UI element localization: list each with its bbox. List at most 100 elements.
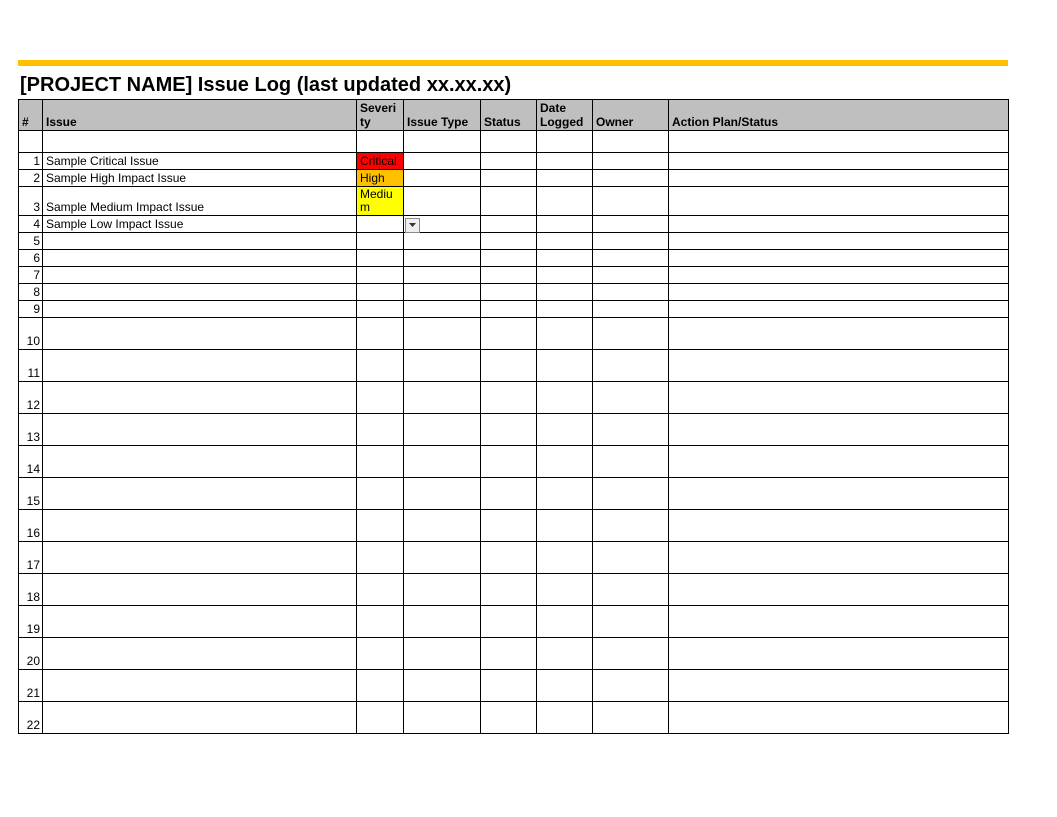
- cell-owner[interactable]: [593, 478, 669, 510]
- cell-date[interactable]: [537, 670, 593, 702]
- cell-action[interactable]: [669, 478, 1009, 510]
- cell-issue[interactable]: [43, 284, 357, 301]
- cell-status[interactable]: [481, 606, 537, 638]
- cell-owner[interactable]: [593, 301, 669, 318]
- cell-severity[interactable]: [357, 284, 404, 301]
- cell-date[interactable]: [537, 478, 593, 510]
- cell-date[interactable]: [537, 301, 593, 318]
- cell-status[interactable]: [481, 153, 537, 170]
- cell-issue[interactable]: [43, 250, 357, 267]
- cell-issue[interactable]: [43, 414, 357, 446]
- cell-issue[interactable]: [43, 638, 357, 670]
- cell-action[interactable]: [669, 170, 1009, 187]
- cell-owner[interactable]: [593, 446, 669, 478]
- cell-action[interactable]: [669, 301, 1009, 318]
- cell-num[interactable]: 18: [19, 574, 43, 606]
- cell-num[interactable]: 20: [19, 638, 43, 670]
- cell-severity[interactable]: [357, 382, 404, 414]
- cell-status[interactable]: [481, 478, 537, 510]
- cell-severity[interactable]: [357, 267, 404, 284]
- cell-action[interactable]: [669, 638, 1009, 670]
- cell-severity[interactable]: High: [357, 170, 404, 187]
- cell-severity[interactable]: [357, 301, 404, 318]
- cell-severity[interactable]: [357, 446, 404, 478]
- cell-severity[interactable]: [357, 702, 404, 734]
- cell-num[interactable]: 4: [19, 216, 43, 233]
- cell-severity[interactable]: [357, 574, 404, 606]
- cell-num[interactable]: 2: [19, 170, 43, 187]
- cell-status[interactable]: [481, 170, 537, 187]
- cell-issue[interactable]: [43, 267, 357, 284]
- cell-status[interactable]: [481, 187, 537, 216]
- cell-date[interactable]: [537, 318, 593, 350]
- cell-severity[interactable]: [357, 414, 404, 446]
- cell-severity[interactable]: [357, 318, 404, 350]
- cell-severity[interactable]: [357, 670, 404, 702]
- cell-severity[interactable]: [357, 542, 404, 574]
- cell-num[interactable]: 15: [19, 478, 43, 510]
- cell-issue[interactable]: [43, 131, 357, 153]
- cell-date[interactable]: [537, 187, 593, 216]
- cell-issue[interactable]: [43, 233, 357, 250]
- cell-num[interactable]: 7: [19, 267, 43, 284]
- cell-issue_type[interactable]: [404, 284, 481, 301]
- cell-action[interactable]: [669, 350, 1009, 382]
- cell-num[interactable]: 1: [19, 153, 43, 170]
- cell-status[interactable]: [481, 414, 537, 446]
- cell-owner[interactable]: [593, 153, 669, 170]
- cell-owner[interactable]: [593, 250, 669, 267]
- cell-status[interactable]: [481, 638, 537, 670]
- cell-date[interactable]: [537, 153, 593, 170]
- cell-issue[interactable]: [43, 318, 357, 350]
- cell-severity[interactable]: [357, 606, 404, 638]
- cell-action[interactable]: [669, 702, 1009, 734]
- cell-issue_type[interactable]: [404, 478, 481, 510]
- cell-status[interactable]: [481, 350, 537, 382]
- cell-issue_type[interactable]: [404, 574, 481, 606]
- cell-status[interactable]: [481, 216, 537, 233]
- cell-num[interactable]: 9: [19, 301, 43, 318]
- cell-num[interactable]: 17: [19, 542, 43, 574]
- severity-dropdown-button[interactable]: [405, 218, 420, 233]
- cell-date[interactable]: [537, 702, 593, 734]
- cell-issue_type[interactable]: [404, 670, 481, 702]
- cell-issue[interactable]: Sample Low Impact Issue: [43, 216, 357, 233]
- cell-action[interactable]: [669, 446, 1009, 478]
- cell-issue_type[interactable]: [404, 170, 481, 187]
- cell-owner[interactable]: [593, 216, 669, 233]
- cell-issue_type[interactable]: [404, 131, 481, 153]
- cell-owner[interactable]: [593, 670, 669, 702]
- cell-action[interactable]: [669, 606, 1009, 638]
- cell-date[interactable]: [537, 414, 593, 446]
- cell-severity[interactable]: Critical: [357, 153, 404, 170]
- cell-issue_type[interactable]: [404, 350, 481, 382]
- cell-severity[interactable]: [357, 233, 404, 250]
- cell-owner[interactable]: [593, 574, 669, 606]
- cell-owner[interactable]: [593, 542, 669, 574]
- cell-action[interactable]: [669, 216, 1009, 233]
- cell-date[interactable]: [537, 638, 593, 670]
- cell-num[interactable]: 11: [19, 350, 43, 382]
- cell-action[interactable]: [669, 318, 1009, 350]
- cell-num[interactable]: 21: [19, 670, 43, 702]
- cell-num[interactable]: 3: [19, 187, 43, 216]
- cell-issue[interactable]: [43, 510, 357, 542]
- cell-status[interactable]: [481, 267, 537, 284]
- cell-issue[interactable]: [43, 382, 357, 414]
- cell-issue[interactable]: [43, 606, 357, 638]
- cell-status[interactable]: [481, 233, 537, 250]
- cell-action[interactable]: [669, 574, 1009, 606]
- cell-issue[interactable]: [43, 446, 357, 478]
- cell-severity[interactable]: [357, 131, 404, 153]
- cell-num[interactable]: 16: [19, 510, 43, 542]
- cell-status[interactable]: [481, 446, 537, 478]
- cell-issue_type[interactable]: [404, 318, 481, 350]
- cell-action[interactable]: [669, 414, 1009, 446]
- cell-action[interactable]: [669, 267, 1009, 284]
- cell-action[interactable]: [669, 131, 1009, 153]
- cell-status[interactable]: [481, 574, 537, 606]
- cell-date[interactable]: [537, 382, 593, 414]
- cell-action[interactable]: [669, 542, 1009, 574]
- cell-date[interactable]: [537, 542, 593, 574]
- cell-date[interactable]: [537, 446, 593, 478]
